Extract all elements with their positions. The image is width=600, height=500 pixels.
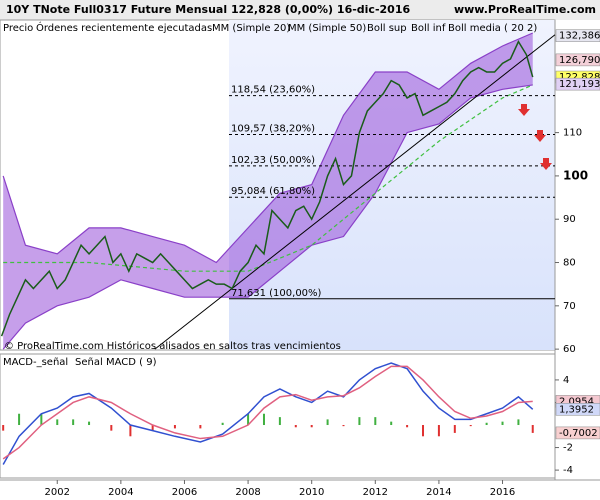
y-tick-label: 80 (563, 258, 576, 269)
legend-entry: MACD ( 9) (106, 357, 157, 368)
histogram-bar (294, 425, 297, 428)
price-label: 132,386 (559, 31, 600, 42)
y-tick-label: 70 (563, 301, 576, 312)
legend-entry: MACD-_señal (3, 357, 68, 368)
histogram-bar (453, 425, 456, 433)
arrow (518, 104, 530, 116)
x-tick-label: 2004 (108, 487, 133, 498)
value-label: -0,7002 (559, 428, 598, 439)
histogram-bar (310, 425, 313, 428)
price-line (0, 40, 534, 337)
x-tick-label: 2012 (363, 487, 388, 498)
price-box (555, 29, 600, 42)
legend-entry: Señal (75, 357, 103, 368)
histogram-bar (326, 419, 329, 426)
y-tick-label: 4 (563, 375, 569, 386)
value-box (555, 426, 600, 440)
y-tick-label: -2 (563, 443, 573, 454)
histogram-bar (422, 425, 425, 437)
histogram-bar (110, 425, 113, 431)
macd-line (2, 365, 533, 460)
band-fill (3, 32, 533, 350)
price-box (555, 77, 600, 91)
histogram-bar (2, 425, 5, 431)
legend-entry: Boll media ( 20 2) (448, 23, 537, 34)
x-tick-label: 2002 (45, 487, 70, 498)
y-tick-label: 100 (563, 168, 588, 182)
y-tick-label: 110 (563, 128, 582, 139)
title-bar (0, 0, 600, 20)
histogram-bar (485, 422, 488, 426)
histogram-bar (151, 425, 154, 431)
x-tick-label: 2008 (235, 487, 260, 498)
legend-entry: Órdenes recientemente ejecutadas (36, 21, 212, 34)
histogram-bar (72, 419, 75, 426)
watermark: © ProRealTime.com Históricos alisados en… (4, 340, 341, 352)
y-tick-label: -4 (563, 465, 573, 476)
chart-area: 60 70 80 90 100 110 118,54 (23,60%) 109,57 (38,… (0, 19, 600, 498)
price-box (555, 53, 600, 67)
macd-bg (0, 353, 556, 479)
fib-label: 118,54 (23,60%) (231, 85, 315, 96)
histogram-bar (199, 425, 202, 429)
histogram-bar (278, 417, 281, 426)
y-tick-label: 90 (563, 214, 576, 225)
histogram-bar (406, 425, 409, 428)
x-tick-label: 2010 (299, 487, 324, 498)
value-label: 2,0954 (559, 396, 594, 407)
price-label: 122,828 (559, 72, 600, 83)
histogram-bar (390, 421, 393, 426)
legend-entry: Precio (3, 23, 33, 34)
histogram-bar (517, 419, 520, 426)
histogram-bar (18, 413, 21, 426)
histogram-bar (221, 422, 224, 426)
trendline (154, 34, 556, 350)
x-tick-label: 2014 (426, 487, 451, 498)
histogram-bar (88, 421, 91, 426)
fib-label: 71,631 (100,00%) (231, 288, 322, 299)
site: www.ProRealTime.com (454, 3, 596, 16)
legend-entry: Boll inf (411, 23, 446, 34)
histogram-bar (374, 417, 377, 426)
histogram-bar (247, 413, 250, 426)
value-label: 1,3952 (559, 404, 594, 415)
histogram-bar (173, 425, 176, 429)
legend-entry: MM (Simple 20) (212, 23, 290, 34)
bollinger-line (2, 32, 533, 264)
histogram-bar (469, 425, 472, 427)
x-tick-label: 2016 (490, 487, 515, 498)
arrow (534, 130, 546, 142)
histogram-bar (262, 413, 265, 426)
histogram-bar (129, 425, 132, 437)
fib-label: 102,33 (50,00%) (231, 155, 315, 166)
histogram-bar (40, 413, 43, 426)
legend-entry: Boll sup (367, 23, 407, 34)
histogram-bar (342, 425, 345, 427)
fib-label: 109,57 (38,20%) (231, 123, 315, 134)
macd-line (2, 362, 534, 465)
histogram-bar (358, 417, 361, 426)
legend-entry: MM (Simple 50) (288, 23, 366, 34)
arrow (540, 158, 552, 170)
histogram-bar (531, 425, 534, 433)
x-tick-label: 2006 (172, 487, 197, 498)
y-tick-label: 60 (563, 344, 576, 355)
fib-label: 95,084 (61,80%) (231, 186, 315, 197)
histogram-bar (56, 419, 59, 426)
title: 10Y TNote Full0317 Future Mensual 122,82… (6, 3, 410, 16)
price-label: 126,790 (559, 55, 600, 66)
bollinger-line (2, 84, 533, 350)
histogram-bar (501, 421, 504, 426)
value-box (555, 403, 600, 416)
price-label: 121,193 (559, 79, 600, 90)
histogram-bar (437, 425, 440, 437)
